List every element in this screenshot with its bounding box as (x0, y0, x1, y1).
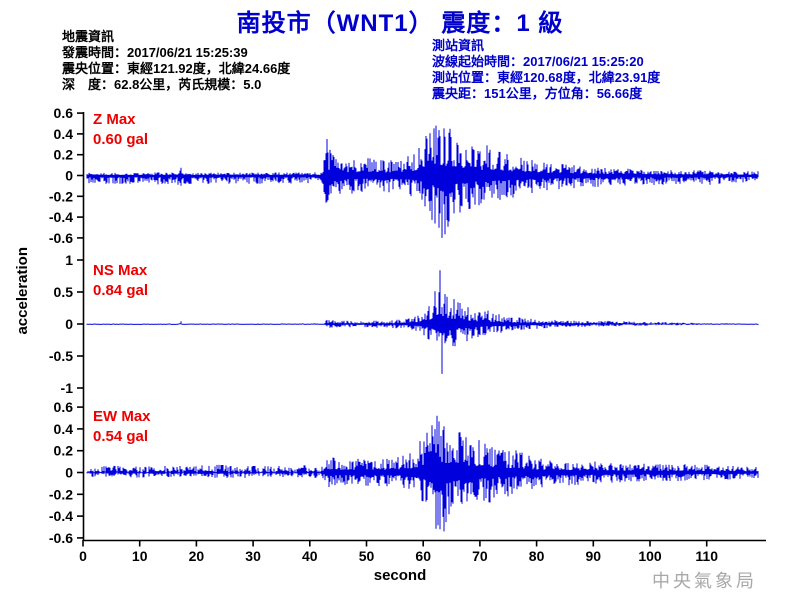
channel-z-name: Z Max (93, 111, 136, 128)
y-tick-label: 1 (65, 252, 73, 268)
ns-trace (86, 270, 759, 374)
x-tick-label: 30 (245, 548, 261, 564)
y-tick-label: 0 (65, 168, 73, 184)
channel-z-max: 0.60 gal (93, 131, 149, 148)
ew-trace (86, 415, 759, 532)
y-tick-label: 0.4 (54, 421, 74, 437)
x-tick-label: 20 (189, 548, 205, 564)
depth-magnitude: 深 度：62.8公里，芮氏規模：5.0 (62, 77, 262, 92)
x-axis-label: second (373, 567, 427, 584)
station-location: 測站位置：東經120.68度，北緯23.91度 (432, 70, 661, 85)
agency-watermark: 中央氣象局 (652, 571, 757, 591)
x-tick-label: 70 (472, 548, 488, 564)
epicenter-location: 震央位置：東經121.92度，北緯24.66度 (62, 61, 291, 76)
station-info-block: 測站資訊 波線起始時間：2017/06/21 15:25:20 測站位置：東經1… (432, 38, 660, 102)
y-tick-label: 0.6 (54, 399, 74, 415)
y-tick-label: 0.4 (54, 126, 74, 142)
y-tick-label: 0 (65, 316, 73, 332)
epicentral-distance-azimuth: 震央距：151公里，方位角：56.66度 (432, 86, 643, 101)
x-tick-label: 10 (132, 548, 148, 564)
x-tick-label: 60 (415, 548, 431, 564)
z-trace (86, 125, 759, 238)
y-tick-label: -0.5 (49, 348, 73, 364)
y-tick-label: -0.2 (49, 188, 73, 204)
channel-ns-max: 0.84 gal (93, 282, 149, 299)
x-tick-label: 40 (302, 548, 318, 564)
y-tick-label: 0.6 (54, 105, 74, 121)
x-tick-label: 50 (359, 548, 375, 564)
y-tick-label: 0 (65, 465, 73, 481)
y-tick-label: -0.2 (49, 486, 73, 502)
earthquake-info-block: 地震資訊 發震時間：2017/06/21 15:25:39 震央位置：東經121… (62, 29, 290, 93)
channel-label-ew: EW Max 0.54 gal (93, 407, 151, 447)
y-tick-label: -0.4 (49, 508, 73, 524)
station-info-heading: 測站資訊 (432, 38, 485, 53)
channel-ew-name: EW Max (93, 408, 151, 425)
y-tick-label: -0.4 (49, 209, 73, 225)
y-tick-label: 0.2 (54, 443, 74, 459)
earthquake-info-heading: 地震資訊 (62, 29, 115, 44)
x-tick-label: 100 (638, 548, 662, 564)
channel-label-z: Z Max 0.60 gal (93, 110, 148, 150)
y-tick-label: 0.2 (54, 147, 74, 163)
page-title: 南投市（WNT1） 震度：1 級 (236, 10, 564, 37)
x-tick-label: 80 (529, 548, 545, 564)
y-tick-label: -1 (61, 380, 74, 396)
y-tick-label: -0.6 (49, 530, 73, 546)
channel-label-ns: NS Max 0.84 gal (93, 261, 148, 301)
channel-ew-max: 0.54 gal (93, 428, 149, 445)
origin-time: 發震時間：2017/06/21 15:25:39 (62, 45, 248, 60)
channel-ns-name: NS Max (93, 262, 148, 279)
x-tick-label: 90 (586, 548, 602, 564)
y-tick-label: -0.6 (49, 230, 73, 246)
x-tick-label: 0 (79, 548, 87, 564)
y-tick-label: 0.5 (54, 284, 74, 300)
x-tick-label: 110 (695, 548, 718, 564)
wave-start-time: 波線起始時間：2017/06/21 15:25:20 (432, 54, 644, 69)
